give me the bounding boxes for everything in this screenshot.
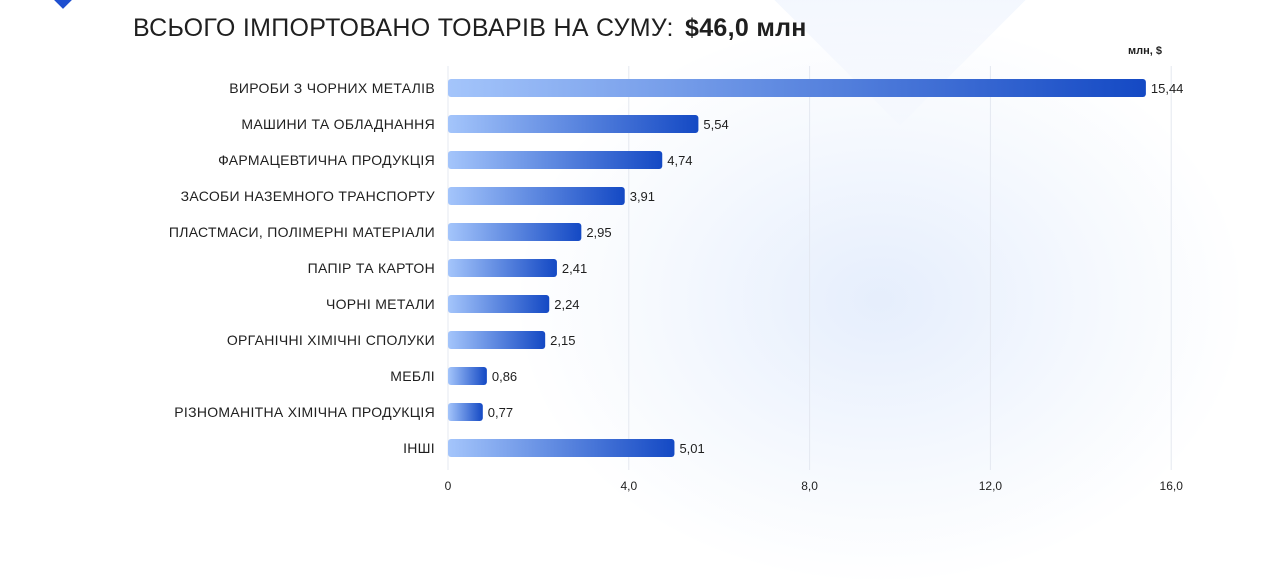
bar [448, 79, 1146, 97]
x-tick-label: 0 [445, 479, 452, 493]
category-label: ПЛАСТМАСИ, ПОЛІМЕРНІ МАТЕРІАЛИ [169, 224, 435, 240]
category-label: РІЗНОМАНІТНА ХІМІЧНА ПРОДУКЦІЯ [174, 404, 435, 420]
x-tick-label: 12,0 [979, 479, 1003, 493]
bar [448, 295, 550, 313]
bar [448, 151, 663, 169]
bar [448, 259, 557, 277]
value-label: 0,86 [492, 369, 517, 384]
bar [448, 439, 675, 457]
bar-chart: 0 4,0 8,0 12,0 16,0 ВИРОБИ З ЧОРНИХ МЕТАЛІВ 15… [169, 66, 1184, 493]
category-label: ФАРМАЦЕВТИЧНА ПРОДУКЦІЯ [218, 152, 435, 168]
value-label: 4,74 [667, 153, 692, 168]
bar [448, 187, 625, 205]
category-label: ІНШІ [403, 440, 435, 456]
chart-title-amount: $46,0 млн [685, 14, 807, 42]
unit-label: млн, $ [1128, 45, 1162, 57]
background-glow [520, 20, 1240, 580]
bar [448, 331, 546, 349]
category-label: ВИРОБИ З ЧОРНИХ МЕТАЛІВ [229, 80, 435, 96]
labels: 0 4,0 8,0 12,0 16,0 ВИРОБИ З ЧОРНИХ МЕТАЛІВ 15… [169, 80, 1184, 493]
value-label: 2,24 [554, 297, 579, 312]
bar [448, 367, 487, 385]
bars [448, 79, 1146, 457]
value-label: 3,91 [630, 189, 655, 204]
category-label: ЧОРНІ МЕТАЛИ [326, 296, 435, 312]
value-label: 0,77 [488, 405, 513, 420]
bar [448, 403, 483, 421]
value-label: 5,54 [703, 117, 728, 132]
x-tick-label: 4,0 [620, 479, 637, 493]
x-tick-label: 8,0 [801, 479, 818, 493]
chart-title: ВСЬОГО ІМПОРТОВАНО ТОВАРІВ НА СУМУ: $46,… [133, 14, 807, 43]
category-label: ОРГАНІЧНІ ХІМІЧНІ СПОЛУКИ [227, 332, 435, 348]
category-label: ЗАСОБИ НАЗЕМНОГО ТРАНСПОРТУ [181, 188, 435, 204]
category-label: МАШИНИ ТА ОБЛАДНАННЯ [241, 116, 435, 132]
value-label: 2,41 [562, 261, 587, 276]
chart-title-prefix: ВСЬОГО ІМПОРТОВАНО ТОВАРІВ НА СУМУ: [133, 14, 674, 42]
category-label: ПАПІР ТА КАРТОН [308, 260, 435, 276]
bar [448, 115, 699, 133]
category-label: МЕБЛІ [390, 368, 435, 384]
value-label: 15,44 [1151, 81, 1184, 96]
bar [448, 223, 582, 241]
value-label: 5,01 [679, 441, 704, 456]
x-tick-label: 16,0 [1160, 479, 1184, 493]
value-label: 2,15 [550, 333, 575, 348]
value-label: 2,95 [586, 225, 611, 240]
